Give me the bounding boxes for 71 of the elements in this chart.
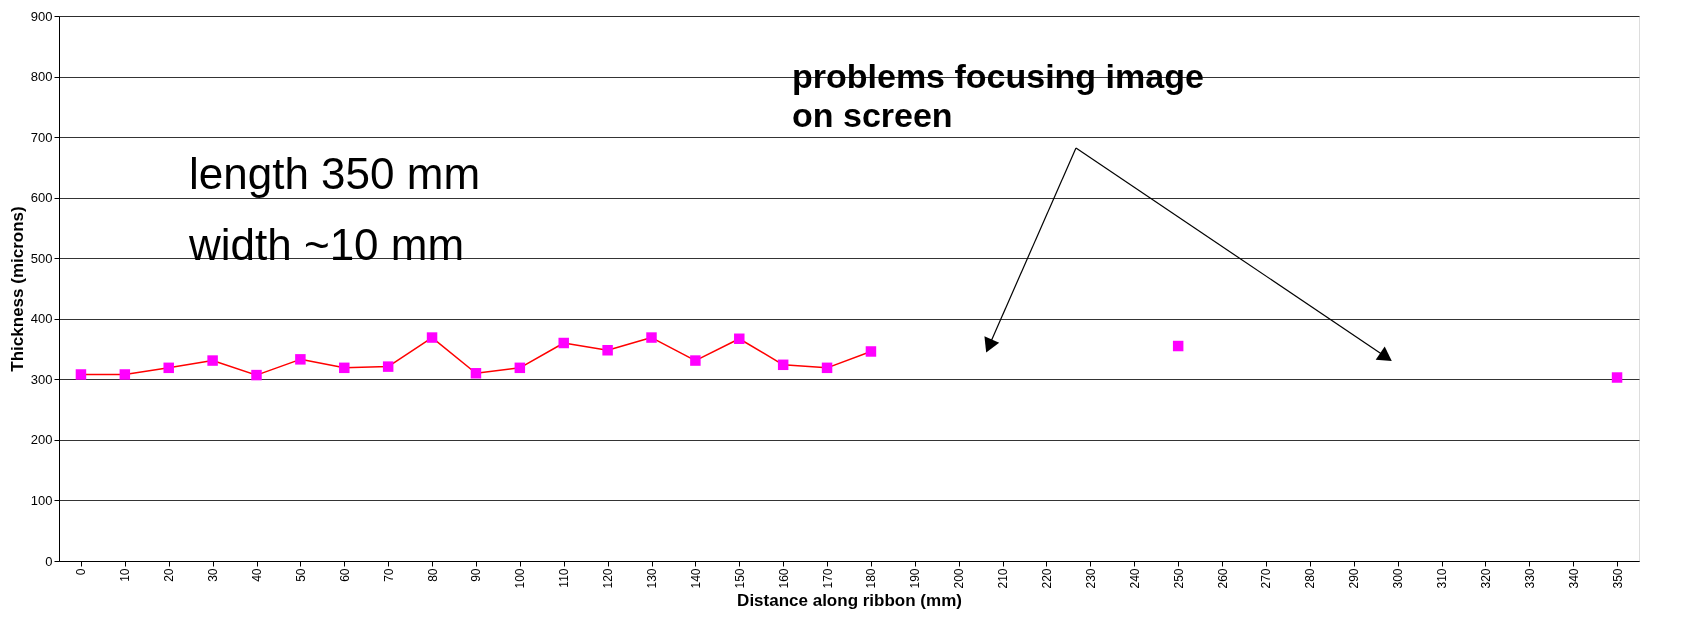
point	[734, 333, 745, 345]
x-tick-label: 80	[425, 568, 440, 582]
x-tick-label: 210	[996, 568, 1011, 589]
x-tick-label: 170	[820, 568, 835, 589]
point	[163, 362, 174, 374]
y-tick-label: 300	[30, 371, 53, 387]
y-tick-label: 0	[45, 553, 53, 569]
point	[426, 332, 438, 343]
x-tick-label: 320	[1478, 568, 1493, 589]
x-tick-label: 100	[513, 568, 528, 589]
x-tick-label: 310	[1435, 568, 1449, 589]
x-tick-label: 280	[1303, 568, 1318, 589]
x-tick-label: 340	[1566, 568, 1581, 589]
point	[558, 337, 569, 349]
x-tick-label: 260	[1215, 568, 1230, 589]
x-tick-label: 220	[1040, 568, 1054, 589]
x-tick-label: 290	[1347, 568, 1362, 589]
x-tick-label: 60	[337, 568, 352, 582]
x-tick-label: 180	[864, 568, 879, 589]
x-tick-label: 200	[952, 568, 967, 589]
point	[865, 346, 877, 357]
x-tick-label: 70	[381, 568, 396, 582]
y-tick-label: 900	[30, 8, 53, 24]
x-tick-label: 160	[776, 568, 791, 589]
point	[646, 332, 657, 343]
point	[207, 355, 218, 366]
point	[1611, 372, 1623, 383]
point	[470, 368, 482, 379]
x-tick-label: 120	[601, 568, 616, 589]
point	[251, 369, 262, 381]
point	[821, 362, 833, 374]
x-tick-label: 250	[1171, 568, 1186, 589]
x-tick-label: 10	[118, 568, 133, 582]
point	[602, 345, 613, 356]
x-tick-label: 0	[74, 568, 89, 576]
x-tick-label: 330	[1522, 568, 1537, 589]
x-tick-label: 20	[162, 568, 177, 582]
point	[295, 354, 306, 365]
y-tick-label: 400	[30, 311, 53, 327]
x-tick-label: 300	[1391, 568, 1406, 589]
x-tick-label: 40	[250, 568, 264, 582]
point	[777, 359, 789, 371]
y-tick-label: 600	[30, 190, 53, 206]
y-axis-title: Thickness (microns)	[7, 206, 27, 372]
point	[1172, 340, 1184, 352]
x-tick-label: 230	[1083, 568, 1098, 589]
x-axis-title: Distance along ribbon (mm)	[737, 590, 962, 610]
point	[339, 362, 350, 374]
annotation: width ~10 mm	[188, 220, 465, 269]
x-tick-label: 30	[206, 568, 221, 582]
point	[690, 355, 701, 366]
x-tick-label: 150	[732, 568, 747, 589]
y-tick-label: 800	[30, 69, 53, 85]
y-tick-label: 500	[30, 250, 53, 266]
x-tick-label: 130	[645, 568, 659, 589]
y-tick-label: 200	[30, 432, 53, 448]
y-tick-label: 700	[30, 129, 53, 145]
annotation: length 350 mm	[189, 149, 481, 198]
x-tick-label: 110	[557, 568, 572, 588]
point	[382, 361, 394, 372]
point	[514, 362, 526, 374]
x-tick-label: 90	[469, 568, 484, 582]
point	[75, 369, 87, 380]
x-tick-label: 270	[1259, 568, 1274, 589]
x-tick-label: 140	[688, 568, 703, 589]
point	[119, 369, 131, 380]
x-tick-label: 240	[1127, 568, 1142, 589]
x-tick-label: 50	[293, 568, 308, 582]
y-tick-label: 100	[30, 492, 53, 508]
x-tick-label: 350	[1610, 568, 1625, 589]
x-tick-label: 190	[908, 568, 923, 589]
